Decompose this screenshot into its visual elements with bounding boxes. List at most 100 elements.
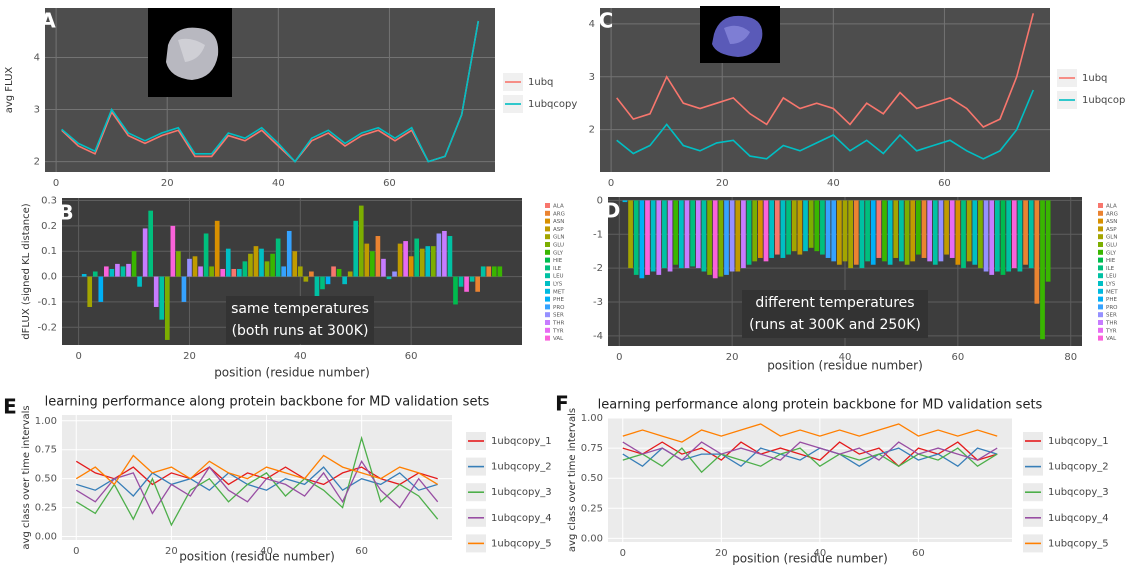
legend-label: THR xyxy=(552,321,564,327)
legend-label: VAL xyxy=(1106,336,1117,342)
bar xyxy=(729,200,735,272)
legend-swatch xyxy=(545,242,550,247)
legend-swatch xyxy=(545,218,550,224)
panel-letter: E xyxy=(3,395,17,419)
panel: 0.00 0.25 0.50 0.75 1.00 0 20 40 60 1ubqcopy_1 1ub… xyxy=(3,395,551,564)
legend-label: 1ubq xyxy=(528,77,553,88)
legend-label: GLN xyxy=(1106,235,1117,241)
bar xyxy=(757,200,763,258)
bar xyxy=(808,200,814,248)
y-tick-label: 0.75 xyxy=(35,445,57,456)
bar xyxy=(684,200,690,269)
legend-swatch xyxy=(545,226,550,232)
bar xyxy=(944,200,949,255)
bar xyxy=(364,243,370,277)
y-tick-label: -0.2 xyxy=(37,322,57,333)
panel-letter: A xyxy=(40,9,56,33)
bar xyxy=(803,200,808,252)
bar xyxy=(628,200,633,269)
bar xyxy=(408,256,414,277)
line xyxy=(616,89,1035,160)
legend-label: GLU xyxy=(1106,243,1117,249)
legend-swatch xyxy=(545,203,550,208)
bar xyxy=(342,276,347,285)
legend-swatch xyxy=(1098,242,1103,247)
y-tick-label: 3 xyxy=(34,105,40,116)
legend-label: 1ubqcopy_2 xyxy=(491,462,552,473)
x-tick-label: 80 xyxy=(1064,352,1077,363)
legend-label: SER xyxy=(553,313,564,319)
bar xyxy=(701,200,707,272)
bar xyxy=(915,200,921,255)
bar xyxy=(436,233,442,277)
bar xyxy=(336,268,342,277)
bar xyxy=(797,200,803,255)
legend-swatch xyxy=(545,249,550,255)
legend-swatch xyxy=(1098,265,1103,271)
bar xyxy=(120,266,126,277)
x-tick-label: 60 xyxy=(405,351,418,362)
bar xyxy=(231,268,237,277)
bar xyxy=(176,251,181,277)
bar xyxy=(1017,200,1023,272)
line xyxy=(75,435,439,527)
bar xyxy=(1040,200,1045,340)
bar xyxy=(876,200,882,258)
plot-background xyxy=(45,8,495,172)
bar xyxy=(397,243,403,277)
x-tick-label: 20 xyxy=(165,546,178,557)
x-tick-label: 0 xyxy=(75,351,81,362)
x-axis-label: position (residue number) xyxy=(767,359,923,373)
bar xyxy=(656,200,662,275)
bar xyxy=(763,200,769,262)
legend-swatch xyxy=(545,288,550,294)
legend-swatch xyxy=(1098,203,1103,208)
legend-label: 1ubqcopy_3 xyxy=(491,487,552,498)
bar xyxy=(220,268,226,277)
bar xyxy=(358,205,364,277)
legend-swatch xyxy=(545,320,550,325)
x-tick-label: 20 xyxy=(726,352,739,363)
bar xyxy=(893,200,899,258)
bar xyxy=(170,225,176,277)
bar xyxy=(292,251,298,277)
bar xyxy=(375,236,381,277)
bar xyxy=(741,200,746,269)
bar xyxy=(214,220,220,277)
legend-label: ALA xyxy=(1106,204,1117,210)
bar xyxy=(780,200,786,258)
panel: 23402040601ubq1ubqcopyC xyxy=(589,8,1125,189)
legend-swatch xyxy=(545,257,550,263)
bar xyxy=(458,276,464,287)
bar xyxy=(1023,200,1028,265)
bar xyxy=(281,266,287,277)
legend-label: GLY xyxy=(553,250,564,256)
legend-swatch xyxy=(1098,327,1103,333)
y-tick-label: 2 xyxy=(34,157,40,168)
bar xyxy=(153,276,159,307)
x-tick-label: 60 xyxy=(951,352,964,363)
bar xyxy=(275,238,281,277)
bar xyxy=(381,258,386,277)
x-tick-label: 0 xyxy=(620,548,626,559)
x-tick-label: 40 xyxy=(260,546,273,557)
legend-swatch xyxy=(1098,296,1103,302)
protein-highlight xyxy=(178,38,205,62)
bar xyxy=(81,274,87,277)
legend-swatch xyxy=(1098,281,1103,286)
bar xyxy=(237,268,242,277)
bar xyxy=(104,266,109,277)
legend-swatch xyxy=(545,210,550,216)
panel-letter: D xyxy=(604,199,621,223)
bar xyxy=(225,248,231,277)
bar xyxy=(137,276,142,287)
panel: 0.00 0.25 0.50 0.75 1.00 0 20 40 60 1ubqcopy_1 1ub… xyxy=(555,392,1108,566)
legend-swatch xyxy=(1098,288,1103,294)
bar xyxy=(910,200,916,262)
legend-swatch xyxy=(545,335,550,341)
legend-label: 1ubqcopy_5 xyxy=(1048,538,1109,549)
x-tick-label: 60 xyxy=(938,178,951,189)
